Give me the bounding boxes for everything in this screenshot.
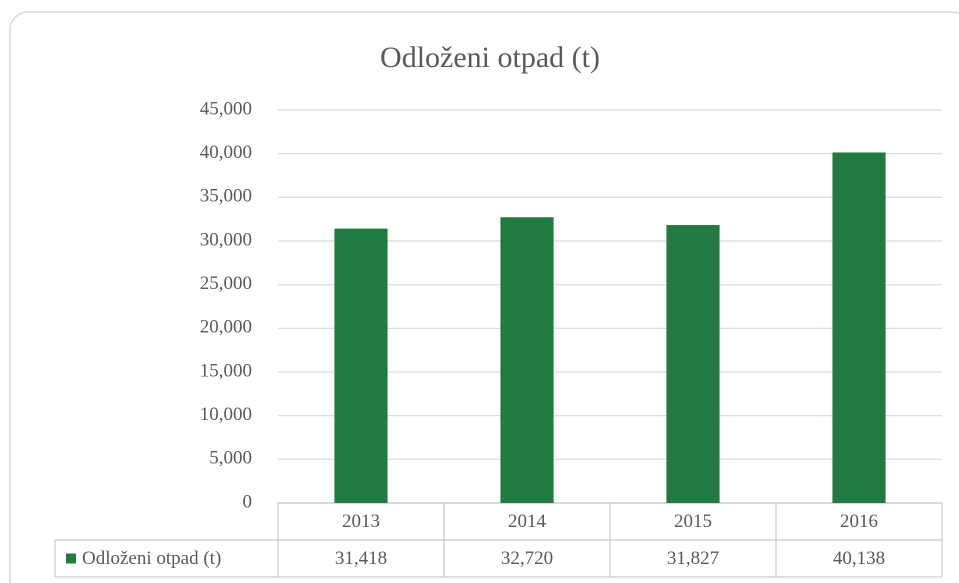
y-tick-label: 25,000 [200, 273, 252, 294]
y-tick-label: 15,000 [200, 360, 252, 381]
bar [666, 225, 720, 504]
y-tick-label: 0 [243, 491, 253, 512]
data-table-value: 40,138 [833, 548, 885, 569]
x-tick-label: 2013 [342, 511, 380, 532]
y-tick-label: 5,000 [209, 448, 252, 469]
x-tick-label: 2016 [840, 511, 878, 532]
legend-label: Odloženi otpad (t) [82, 548, 221, 569]
y-tick-label: 20,000 [200, 317, 252, 338]
data-table-value: 31,827 [667, 548, 719, 569]
bar [832, 152, 886, 503]
y-tick-label: 45,000 [200, 98, 252, 119]
legend-key [66, 553, 76, 564]
bar [500, 217, 554, 503]
chart-title: Odloženi otpad (t) [380, 41, 600, 74]
y-tick-label: 10,000 [200, 404, 252, 425]
y-tick-label: 30,000 [200, 229, 252, 250]
x-tick-label: 2014 [508, 511, 547, 532]
x-tick-label: 2015 [674, 511, 712, 532]
data-table-value: 32,720 [501, 548, 553, 569]
chart-frame [9, 11, 959, 583]
data-table-value: 31,418 [335, 548, 387, 569]
bar [334, 228, 388, 503]
y-tick-label: 40,000 [200, 142, 252, 163]
y-tick-label: 35,000 [200, 186, 252, 207]
